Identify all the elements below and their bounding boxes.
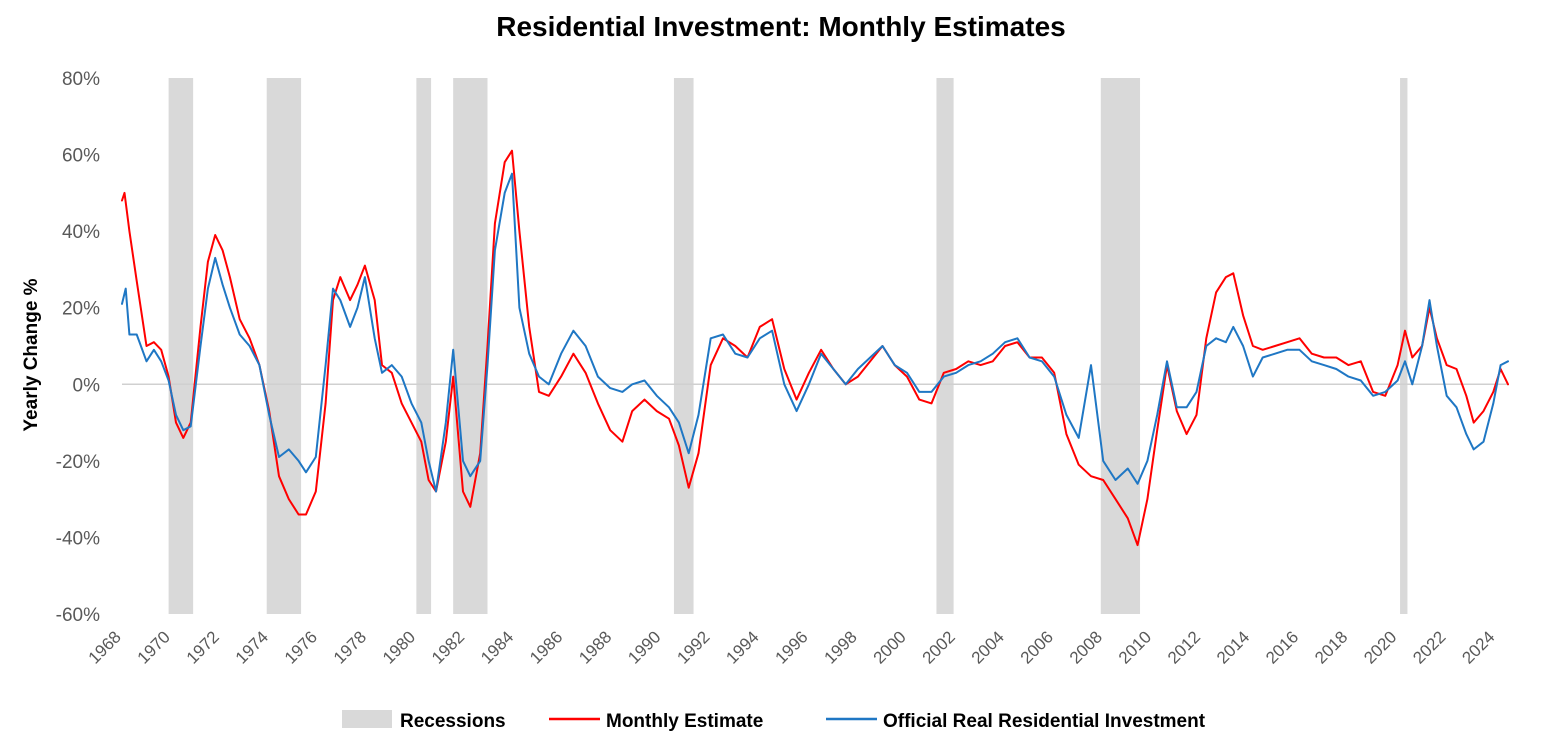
- recession-band-2: [416, 78, 432, 614]
- x-tick-label: 1978: [330, 627, 370, 667]
- x-tick-label: 2012: [1164, 627, 1204, 667]
- x-tick-label: 2004: [968, 627, 1008, 667]
- x-tick-label: 2002: [919, 627, 959, 667]
- series-line-official-real-residential-investment: [121, 172, 1509, 493]
- x-tick-label: 2000: [870, 627, 910, 667]
- recession-band-5: [936, 78, 954, 614]
- x-tick-label: 2022: [1409, 627, 1449, 667]
- recession-band-7: [1400, 78, 1408, 614]
- recession-band-0: [168, 78, 194, 614]
- x-tick-label: 1974: [232, 627, 272, 667]
- x-tick-label: 1998: [821, 627, 861, 667]
- y-tick-label: 40%: [62, 222, 100, 243]
- recession-band-3: [453, 78, 488, 614]
- legend-label-recessions: Recessions: [400, 711, 506, 732]
- y-axis-label: Yearly Change %: [21, 278, 42, 431]
- x-tick-label: 2006: [1017, 627, 1057, 667]
- x-tick-label: 1972: [183, 627, 223, 667]
- recession-band-6: [1100, 78, 1141, 614]
- legend: Recessions Monthly Estimate Official Rea…: [342, 710, 1206, 732]
- recession-band-4: [673, 78, 694, 614]
- legend-label-monthly-estimate: Monthly Estimate: [606, 711, 763, 732]
- x-tick-label: 1986: [526, 627, 566, 667]
- y-tick-label: 20%: [62, 299, 100, 320]
- y-tick-label: 0%: [73, 375, 101, 396]
- x-tick-label: 1982: [428, 627, 468, 667]
- x-tick-label: 1996: [772, 627, 812, 667]
- x-tick-label: 1970: [134, 627, 174, 667]
- recession-bands: [168, 78, 1408, 614]
- series-lines: [121, 149, 1509, 547]
- legend-label-official: Official Real Residential Investment: [883, 711, 1206, 732]
- recession-band-1: [266, 78, 302, 614]
- x-tick-label: 1990: [624, 627, 664, 667]
- y-axis-ticks: -60% -40% -20% 0% 20% 40% 60% 80%: [56, 69, 100, 626]
- y-tick-label: 80%: [62, 69, 100, 90]
- legend-swatch-recessions: [342, 710, 392, 728]
- chart-title: Residential Investment: Monthly Estimate…: [496, 11, 1065, 42]
- series-line-monthly-estimate: [121, 149, 1509, 547]
- x-tick-label: 2008: [1066, 627, 1106, 667]
- x-tick-label: 1988: [575, 627, 615, 667]
- x-tick-label: 1980: [379, 627, 419, 667]
- x-axis-ticks: 1968 1970 1972 1974 1976 1978 1980 1982 1984 1986…: [85, 627, 1499, 667]
- x-tick-label: 2010: [1115, 627, 1155, 667]
- x-tick-label: 2020: [1360, 627, 1400, 667]
- x-tick-label: 2014: [1213, 627, 1253, 667]
- x-tick-label: 1992: [673, 627, 713, 667]
- x-tick-label: 1994: [722, 627, 762, 667]
- y-tick-label: -20%: [56, 452, 100, 473]
- x-tick-label: 2018: [1311, 627, 1351, 667]
- y-tick-label: -60%: [56, 605, 100, 626]
- y-tick-label: 60%: [62, 146, 100, 167]
- x-tick-label: 2024: [1458, 627, 1498, 667]
- x-tick-label: 1968: [85, 627, 125, 667]
- y-tick-label: -40%: [56, 528, 100, 549]
- x-tick-label: 1984: [477, 627, 517, 667]
- x-tick-label: 1976: [281, 627, 321, 667]
- x-tick-label: 2016: [1262, 627, 1302, 667]
